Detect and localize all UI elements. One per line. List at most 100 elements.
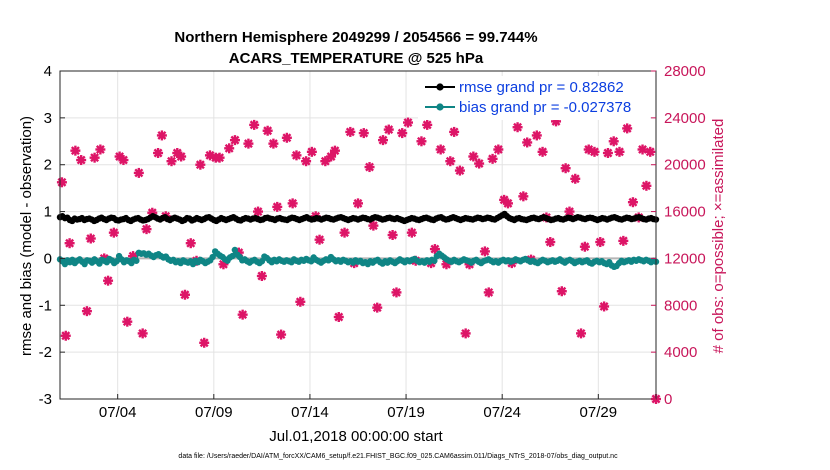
legend-bias-marker [436,103,444,111]
obs-marker [468,151,479,162]
obs-marker [314,234,325,245]
bias-point [113,258,120,265]
obs-marker [118,155,129,166]
obs-marker [502,198,513,209]
legend-bias-label: bias grand pr = -0.027378 [459,99,631,116]
obs-marker [153,148,164,158]
y-right-tick-label: 24000 [664,110,706,127]
chart-title-line2: ACARS_TEMPERATURE @ 525 hPa [229,50,484,67]
y-right-tick-label: 16000 [664,204,706,221]
obs-marker [483,287,494,298]
y-right-tick-label: 4000 [664,344,697,361]
obs-marker [345,126,356,137]
y-tick-label: 2 [44,157,52,174]
obs-marker [445,156,456,167]
obs-marker [641,180,652,191]
obs-marker [627,197,638,208]
obs-marker [387,230,398,240]
x-tick-label: 07/19 [387,404,425,421]
obs-marker [89,152,100,163]
obs-marker [368,220,379,231]
obs-marker [595,237,606,248]
y-right-tick-label: 12000 [664,250,706,267]
obs-marker [224,143,235,154]
obs-marker [618,235,629,246]
obs-marker [614,146,625,157]
obs-marker [449,126,460,137]
obs-marker [276,329,287,340]
obs-marker [560,163,571,174]
obs-marker [291,150,302,161]
obs-marker [377,135,388,146]
obs-marker [243,138,254,149]
y-right-tick-label: 8000 [664,297,697,314]
obs-marker [531,130,542,141]
bias-point [133,257,140,264]
x-tick-label: 07/04 [99,404,137,421]
obs-marker [333,312,344,322]
y-axis-label-right: # of obs: o=possible; ×=assimilated [710,119,727,354]
obs-marker [576,328,587,339]
y-tick-label: -1 [39,297,52,314]
x-axis-label: Jul.01,2018 00:00:00 start [269,428,443,445]
obs-marker [272,201,283,212]
obs-marker [166,156,177,167]
y-tick-label: 0 [44,250,52,267]
legend-rmse-label: rmse grand pr = 0.82862 [459,79,624,96]
obs-marker [397,128,408,139]
legend-box [418,76,650,120]
obs-marker [487,153,498,164]
chart-title-line1: Northern Hemisphere 2049299 / 2054566 = … [174,29,537,46]
obs-marker [537,146,548,157]
obs-marker [268,138,279,149]
obs-marker [406,227,417,238]
obs-marker [176,151,187,162]
obs-marker [645,146,656,157]
obs-marker [435,144,446,155]
obs-marker [214,152,225,163]
obs-marker [229,135,240,146]
obs-marker [512,122,523,133]
obs-marker [329,145,340,156]
obs-marker [364,162,375,173]
obs-marker [70,145,81,156]
obs-marker [156,130,167,141]
obs-marker [122,316,133,327]
obs-marker [474,158,485,169]
obs-marker [108,227,119,238]
y-right-tick-label: 0 [664,391,672,408]
bias-series [56,246,660,271]
obs-marker [545,237,556,248]
legend: rmse grand pr = 0.82862 bias grand pr = … [418,76,650,120]
obs-marker [81,306,92,317]
obs-marker [262,125,273,136]
obs-marker [64,238,75,249]
rmse-series [56,210,660,225]
obs-marker [570,173,581,184]
obs-marker [422,119,433,130]
obs-marker [295,296,306,307]
obs-marker [281,132,292,143]
obs-marker [602,148,613,158]
obs-marker [237,309,248,320]
obs-marker [416,136,427,147]
y-tick-label: 4 [44,63,52,80]
obs-marker [358,128,369,139]
obs-marker [493,144,504,155]
obs-marker [608,136,619,147]
obs-marker [556,286,567,297]
obs-marker [339,227,350,238]
obs-marker [353,198,363,209]
bias-point [258,258,266,265]
obs-marker [522,137,533,148]
x-tick-label: 07/29 [580,404,618,421]
obs-marker [179,289,190,300]
obs-marker [622,123,633,134]
obs-marker [256,271,267,281]
obs-marker [372,302,383,313]
legend-rmse-marker [436,83,444,91]
x-tick-label: 07/24 [483,404,521,421]
y-right-tick-label: 28000 [664,63,706,80]
obs-marker [391,287,402,298]
bias-point [209,253,216,261]
